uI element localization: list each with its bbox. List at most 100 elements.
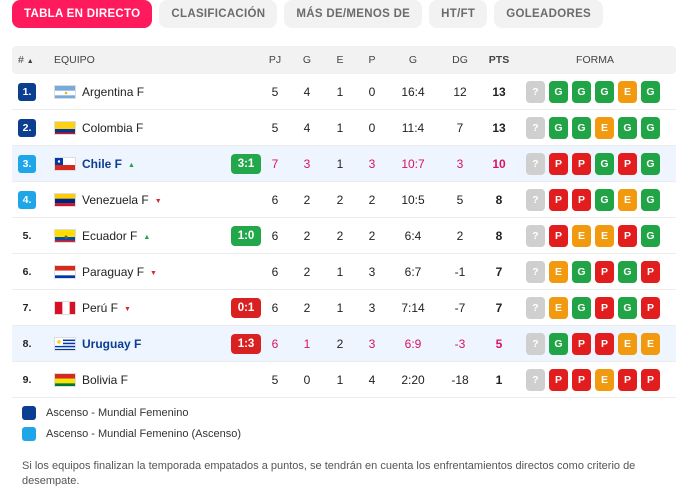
form-result-badge[interactable]: P	[572, 369, 591, 391]
team-name[interactable]: Chile F ▲	[82, 146, 135, 182]
form-result-badge[interactable]: G	[641, 117, 660, 139]
cell-pj: 6	[271, 301, 279, 315]
form-result-badge[interactable]: P	[618, 369, 637, 391]
team-name[interactable]: Colombia F	[82, 110, 143, 146]
team-name[interactable]: Perú F ▼	[82, 290, 131, 326]
form-result-badge[interactable]: G	[572, 297, 591, 319]
form-result-badge[interactable]: E	[618, 81, 637, 103]
form-result-badge[interactable]: P	[641, 369, 660, 391]
form-result-badge[interactable]: G	[572, 261, 591, 283]
form-result-badge[interactable]: E	[549, 297, 568, 319]
form-result-badge[interactable]: ?	[526, 81, 545, 103]
tab-2[interactable]: MÁS DE/MENOS DE	[284, 0, 423, 28]
team-name[interactable]: Argentina F	[82, 74, 144, 110]
form-result-badge[interactable]: G	[549, 117, 568, 139]
form-result-badge[interactable]: G	[549, 333, 568, 355]
form-result-badge[interactable]: P	[618, 225, 637, 247]
form-result-badge[interactable]: G	[641, 225, 660, 247]
form-result-badge[interactable]: P	[572, 189, 591, 211]
form-result-badge[interactable]: G	[572, 81, 591, 103]
form-result-badge[interactable]: ?	[526, 189, 545, 211]
header-g[interactable]: G	[302, 54, 312, 66]
team-name[interactable]: Bolivia F	[82, 362, 128, 398]
form-result-badge[interactable]: G	[618, 297, 637, 319]
header-dg[interactable]: DG	[452, 54, 468, 66]
live-score-badge[interactable]: 1:0	[231, 226, 261, 246]
form-result-badge[interactable]: ?	[526, 297, 545, 319]
table-row[interactable]: 6. Paraguay F ▼ 6 2 1 3 6:7 -1 7? E G P G P	[12, 254, 676, 290]
team-name[interactable]: Paraguay F ▼	[82, 254, 157, 290]
trend-down-icon: ▼	[124, 306, 131, 313]
form-result-badge[interactable]: E	[595, 225, 614, 247]
table-row[interactable]: 2. Colombia F 5 4 1 0 11:4 7 13? G G E G G	[12, 110, 676, 146]
form-result-badge[interactable]: P	[595, 261, 614, 283]
table-row[interactable]: 3. Chile F ▲ 3:1 7 3 1 3 10:7 3 10? P P G P G	[12, 146, 676, 182]
tab-3[interactable]: HT/FT	[429, 0, 488, 28]
form-result-badge[interactable]: P	[549, 189, 568, 211]
table-row[interactable]: 1. Argentina F 5 4 1 0 16:4 12 13? G G G E G	[12, 74, 676, 110]
table-row[interactable]: 8. Uruguay F 1:3 6 1 2 3 6:9 -3 5? G P P E E	[12, 326, 676, 362]
header-e[interactable]: E	[336, 54, 344, 66]
cell-goals: 16:4	[401, 85, 425, 99]
team-name[interactable]: Venezuela F ▼	[82, 182, 162, 218]
tab-0[interactable]: TABLA EN DIRECTO	[12, 0, 153, 28]
form-result-badge[interactable]: P	[572, 153, 591, 175]
form-result-badge[interactable]: E	[618, 333, 637, 355]
form-result-badge[interactable]: P	[595, 333, 614, 355]
header-team[interactable]: EQUIPO	[54, 54, 95, 66]
form-result-badge[interactable]: G	[595, 81, 614, 103]
form-result-badge[interactable]: ?	[526, 153, 545, 175]
flag-icon	[54, 301, 76, 315]
team-name[interactable]: Ecuador F ▲	[82, 218, 150, 254]
live-score-badge[interactable]: 1:3	[231, 334, 261, 354]
rank-badge: 6.	[22, 266, 32, 278]
form-result-badge[interactable]: ?	[526, 117, 545, 139]
form-result-badge[interactable]: E	[572, 225, 591, 247]
tab-4[interactable]: GOLEADORES	[494, 0, 604, 28]
form-result-badge[interactable]: E	[595, 369, 614, 391]
table-row[interactable]: 7. Perú F ▼ 0:1 6 2 1 3 7:14 -7 7? E G P G P	[12, 290, 676, 326]
form-result-badge[interactable]: G	[641, 189, 660, 211]
header-goals[interactable]: G	[408, 54, 418, 66]
form-result-badge[interactable]: P	[641, 297, 660, 319]
table-row[interactable]: 9. Bolivia F 5 0 1 4 2:20 -18 1? P P E P P	[12, 362, 676, 398]
form-result-badge[interactable]: P	[618, 153, 637, 175]
form-result-badge[interactable]: ?	[526, 261, 545, 283]
form-result-badge[interactable]: P	[549, 153, 568, 175]
form-result-badge[interactable]: G	[641, 81, 660, 103]
form-result-badge[interactable]: E	[595, 117, 614, 139]
cell-g: 3	[303, 157, 311, 171]
team-name[interactable]: Uruguay F	[82, 326, 141, 362]
form-result-badge[interactable]: P	[641, 261, 660, 283]
trend-down-icon: ▼	[150, 270, 157, 277]
cell-pts: 5	[495, 337, 503, 351]
form-result-badge[interactable]: G	[595, 189, 614, 211]
form-result-badge[interactable]: ?	[526, 225, 545, 247]
table-row[interactable]: 5. Ecuador F ▲ 1:0 6 2 2 2 6:4 2 8? P E E P G	[12, 218, 676, 254]
form-result-badge[interactable]: G	[595, 153, 614, 175]
form-result-badge[interactable]: P	[595, 297, 614, 319]
form-result-badge[interactable]: P	[549, 225, 568, 247]
form-result-badge[interactable]: E	[641, 333, 660, 355]
form-result-badge[interactable]: G	[572, 117, 591, 139]
header-pj[interactable]: PJ	[268, 54, 282, 66]
live-score-badge[interactable]: 0:1	[231, 298, 261, 318]
form-result-badge[interactable]: G	[618, 117, 637, 139]
form-result-badge[interactable]: E	[618, 189, 637, 211]
form-result-badge[interactable]: G	[618, 261, 637, 283]
tab-1[interactable]: CLASIFICACIÓN	[159, 0, 278, 28]
form-result-badge[interactable]: G	[549, 81, 568, 103]
form-result-badge[interactable]: ?	[526, 333, 545, 355]
form-result-badge[interactable]: G	[641, 153, 660, 175]
cell-pj: 6	[271, 193, 279, 207]
table-row[interactable]: 4. Venezuela F ▼ 6 2 2 2 10:5 5 8? P P G E G	[12, 182, 676, 218]
header-p[interactable]: P	[368, 54, 376, 66]
live-score-badge[interactable]: 3:1	[231, 154, 261, 174]
form-result-badge[interactable]: P	[572, 333, 591, 355]
form-result-badge[interactable]: P	[549, 369, 568, 391]
cell-pj: 7	[271, 157, 279, 171]
form-result-badge[interactable]: ?	[526, 369, 545, 391]
header-rank[interactable]: # ▲	[18, 46, 34, 74]
form-result-badge[interactable]: E	[549, 261, 568, 283]
header-pts[interactable]: PTS	[488, 54, 510, 66]
